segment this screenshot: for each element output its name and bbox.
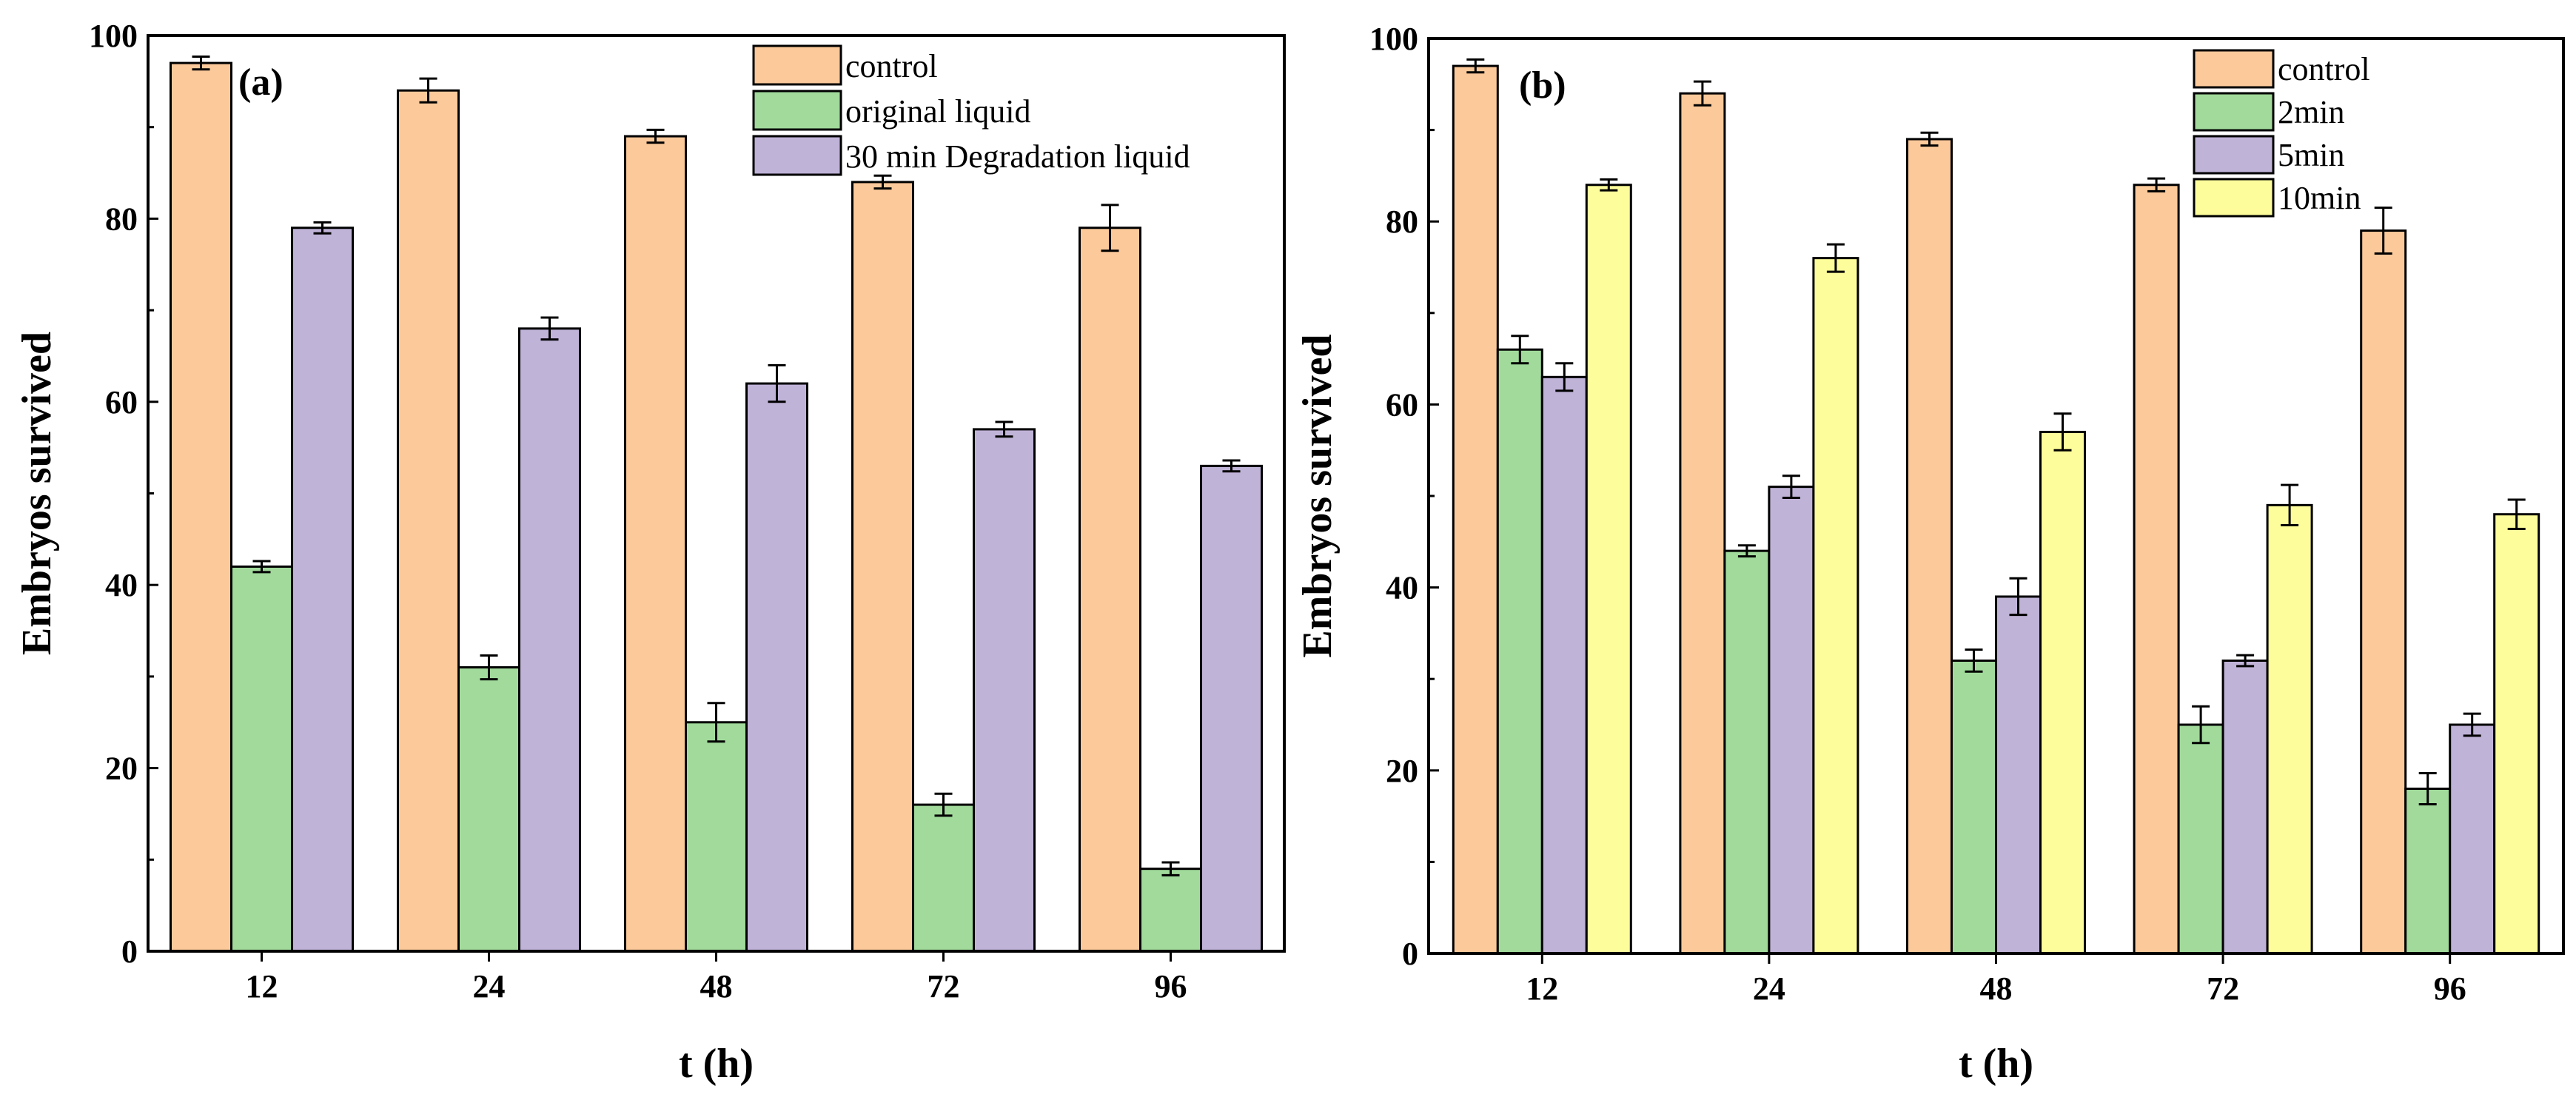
bar-control bbox=[397, 89, 460, 953]
chart-panel-b: 0 20 40 60 80 100 12 24 48 72 96 t (h) Embryos survi… bbox=[1295, 21, 2565, 1087]
bar-control bbox=[1452, 64, 1499, 955]
legend-label: 5min bbox=[2278, 137, 2344, 173]
x-axis-title: t (h) bbox=[679, 1041, 754, 1087]
bar-2min bbox=[1951, 659, 1997, 955]
panel-label: (b) bbox=[1519, 64, 1566, 107]
x-tick-label: 72 bbox=[2207, 970, 2239, 1007]
x-tick-label: 12 bbox=[1526, 970, 1558, 1007]
x-tick-label: 24 bbox=[473, 968, 506, 1005]
y-tick-label: 60 bbox=[105, 384, 138, 420]
bar-5min bbox=[2449, 723, 2496, 955]
bar-original-liquid bbox=[912, 803, 975, 953]
legend-label: 30 min Degradation liquid bbox=[845, 138, 1190, 175]
bar-control bbox=[170, 61, 232, 953]
x-axis-title: t (h) bbox=[1959, 1041, 2033, 1087]
bar-5min bbox=[1768, 486, 1815, 955]
y-tick-label: 100 bbox=[1369, 21, 1418, 57]
legend-swatch bbox=[2193, 49, 2275, 89]
y-tick-label: 80 bbox=[105, 201, 138, 237]
bar-original-liquid bbox=[1139, 868, 1202, 953]
bar-2min bbox=[1496, 348, 1543, 955]
bar-10min bbox=[2039, 430, 2086, 955]
bar-2min bbox=[2404, 788, 2452, 955]
x-tick-label: 96 bbox=[2434, 970, 2466, 1007]
y-tick-label: 20 bbox=[105, 751, 138, 787]
y-tick-label: 60 bbox=[1386, 386, 1418, 423]
y-axis-title: Embryos survived bbox=[1295, 334, 1341, 657]
legend-label: original liquid bbox=[845, 93, 1031, 130]
bar-30-min-degradation-liquid bbox=[518, 327, 581, 953]
y-tick-label: 0 bbox=[1402, 936, 1418, 972]
x-tick-label: 96 bbox=[1155, 968, 1187, 1005]
x-tick-label: 72 bbox=[928, 968, 960, 1005]
legend-swatch bbox=[752, 135, 842, 176]
panel-label: (a) bbox=[238, 61, 284, 104]
bar-10min bbox=[1585, 184, 1632, 955]
chart-panel-a: 0 20 40 60 80 100 12 24 48 72 96 t (h) Embryos survi… bbox=[14, 18, 1286, 1087]
bar-10min bbox=[1812, 257, 1859, 955]
bar-30-min-degradation-liquid bbox=[1200, 464, 1263, 953]
legend-label: 2min bbox=[2278, 94, 2344, 130]
bar-control bbox=[1906, 138, 1953, 955]
bar-original-liquid bbox=[457, 666, 520, 953]
bar-control bbox=[2133, 184, 2180, 955]
y-tick-label: 100 bbox=[89, 18, 138, 54]
x-tick-label: 48 bbox=[700, 968, 733, 1005]
bar-control bbox=[1079, 227, 1141, 953]
bar-control bbox=[624, 135, 687, 953]
bar-5min bbox=[2221, 659, 2269, 955]
bar-control bbox=[1679, 92, 1726, 955]
bar-10min bbox=[2266, 503, 2313, 955]
bar-30-min-degradation-liquid bbox=[291, 227, 354, 953]
legend-swatch bbox=[2193, 178, 2275, 218]
y-axis-title: Embryos survived bbox=[14, 332, 60, 655]
x-tick-label: 48 bbox=[1980, 970, 2013, 1007]
y-tick-label: 20 bbox=[1386, 753, 1418, 789]
bar-original-liquid bbox=[685, 721, 748, 953]
legend-label: 10min bbox=[2278, 180, 2361, 216]
bar-30-min-degradation-liquid bbox=[745, 382, 808, 953]
bar-30-min-degradation-liquid bbox=[973, 428, 1036, 953]
bar-5min bbox=[1540, 375, 1588, 955]
legend-swatch bbox=[2193, 92, 2275, 132]
bar-control bbox=[2360, 229, 2407, 955]
legend-swatch bbox=[752, 90, 842, 131]
legend-swatch bbox=[752, 44, 842, 86]
y-tick-label: 40 bbox=[1386, 570, 1418, 606]
x-tick-label: 12 bbox=[246, 968, 278, 1005]
bar-2min bbox=[2177, 723, 2224, 955]
legend-swatch bbox=[2193, 135, 2275, 175]
y-tick-label: 40 bbox=[105, 567, 138, 603]
bar-2min bbox=[1723, 549, 1771, 955]
legend-label: control bbox=[2278, 51, 2370, 87]
bar-10min bbox=[2493, 513, 2540, 955]
y-tick-label: 0 bbox=[121, 933, 138, 970]
bar-5min bbox=[1995, 595, 2042, 955]
x-tick-label: 24 bbox=[1753, 970, 1785, 1007]
y-tick-label: 80 bbox=[1386, 204, 1418, 240]
legend-label: control bbox=[845, 48, 938, 84]
bar-original-liquid bbox=[230, 565, 293, 953]
bar-control bbox=[851, 181, 914, 953]
